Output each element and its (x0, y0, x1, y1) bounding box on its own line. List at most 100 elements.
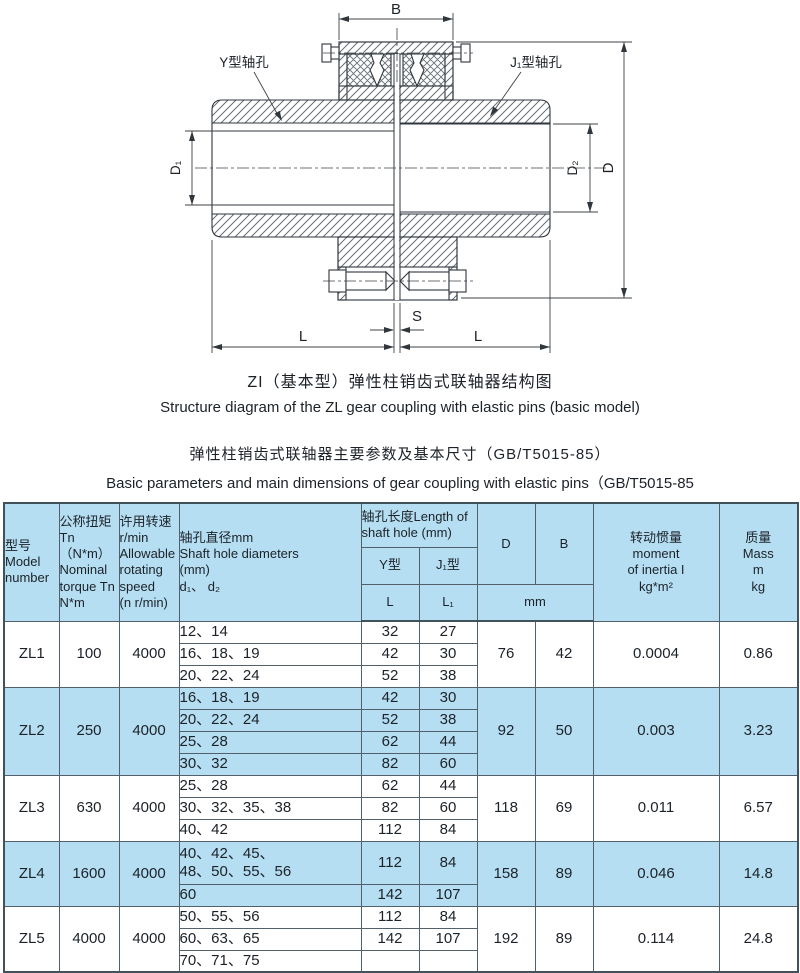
l1-cell: 84 (418, 905, 478, 929)
header-j-type: J₁型 (418, 546, 478, 585)
dim-label-d: D (600, 162, 617, 173)
header-l: L (360, 583, 420, 622)
table-header: 型号 Model number 公称扭矩 Tn（N*m） Nominal tor… (3, 502, 799, 622)
dim-label-s: S (412, 308, 422, 325)
header-y-type: Y型 (360, 546, 420, 585)
b-cell: 69 (534, 774, 594, 842)
l1-cell: 38 (418, 664, 478, 688)
mass-cell: 24.8 (718, 905, 799, 973)
table-body: ZL1 100 4000 12、14 32 27 76 42 0.0004 0.86 16、18、1… (3, 620, 799, 973)
header-b: B (534, 502, 594, 585)
header-speed: 许用转速 r/min Allowable rotating speed (n r… (118, 502, 180, 622)
l-cell: 52 (360, 664, 420, 688)
inertia-cell: 0.114 (592, 905, 720, 973)
d-cell: 118 (476, 774, 536, 842)
speed-cell: 4000 (118, 686, 180, 776)
l1-cell: 107 (418, 883, 478, 907)
model-cell: ZL5 (3, 905, 60, 973)
diameters-cell: 60 (178, 883, 362, 907)
l-cell: 82 (360, 796, 420, 820)
dimension-D2 (553, 123, 598, 213)
torque-cell: 250 (58, 686, 120, 776)
l-cell: 112 (360, 818, 420, 842)
table-title-en: Basic parameters and main dimensions of … (106, 475, 694, 492)
l1-cell (418, 949, 478, 973)
l1-cell: 60 (418, 796, 478, 820)
diameters-cell: 50、55、56 (178, 905, 362, 929)
dim-label-d1: D₁ (168, 160, 183, 175)
table-row: 16、18、19 42 30 (4, 642, 798, 666)
l-cell: 112 (360, 905, 420, 929)
mass-cell: 0.86 (718, 620, 799, 688)
table-row: 25、28 62 44 (4, 730, 798, 754)
table-title-cn: 弹性柱销齿式联轴器主要参数及基本尺寸（GB/T5015-85） (189, 446, 611, 463)
table-row: 20、22、24 52 38 (4, 708, 798, 732)
inertia-cell: 0.046 (592, 840, 720, 907)
dimension-D1 (185, 130, 215, 206)
b-cell: 42 (534, 620, 594, 688)
inertia-cell: 0.003 (592, 686, 720, 776)
table-row: ZL1 100 4000 12、14 32 27 76 42 0.0004 0.86 (3, 620, 799, 688)
elastic-pin-left (369, 53, 385, 88)
speed-cell: 4000 (118, 620, 180, 688)
coupling-flange-section (211, 99, 551, 238)
diameters-cell: 16、18、19 (178, 642, 362, 666)
dim-label-l-left: L (299, 328, 307, 345)
leader-j-hole (490, 71, 522, 117)
centerlines (195, 28, 608, 282)
inertia-cell: 0.011 (592, 774, 720, 842)
diameters-cell: 30、32、35、38 (178, 796, 362, 820)
mass-cell: 14.8 (718, 840, 799, 907)
diameters-cell: 70、71、75 (178, 949, 362, 973)
table-row: ZL4 1600 4000 40、42、45、 48、50、55、56 112 84 158… (3, 840, 799, 907)
model-cell: ZL2 (3, 686, 60, 776)
dimension-D (456, 41, 632, 299)
elastic-pin-right (409, 53, 425, 88)
diameters-cell: 16、18、19 (178, 686, 362, 710)
table-row: 30、32、35、38 82 60 (4, 796, 798, 820)
l-cell: 42 (360, 686, 420, 710)
l-cell: 52 (360, 708, 420, 732)
table-row: ZL3 630 4000 25、28 62 44 118 69 0.011 6.57 (3, 774, 799, 842)
table-row: 60、63、65 142 107 (4, 927, 798, 951)
diagram-caption-en: Structure diagram of the ZL gear couplin… (160, 399, 640, 416)
model-cell: ZL4 (3, 840, 60, 907)
parameters-table: 型号 Model number 公称扭矩 Tn（N*m） Nominal tor… (3, 502, 799, 973)
d-cell: 92 (476, 686, 536, 776)
header-length-group: 轴孔长度Length of shaft hole (mm) (360, 502, 478, 548)
shaft-bore-lines (212, 123, 550, 213)
diameters-cell: 30、32 (178, 752, 362, 776)
d-cell: 192 (476, 905, 536, 973)
l-cell: 142 (360, 883, 420, 907)
header-mm: mm (476, 583, 594, 622)
l1-cell: 107 (418, 927, 478, 951)
dimension-S (370, 327, 424, 333)
l1-cell: 30 (418, 642, 478, 666)
dimension-L-left (211, 240, 395, 353)
l1-cell: 30 (418, 686, 478, 710)
diameters-cell: 25、28 (178, 730, 362, 754)
d-cell: 76 (476, 620, 536, 688)
l1-cell: 60 (418, 752, 478, 776)
diagram-caption-cn: ZI（基本型）弹性柱销齿式联轴器结构图 (247, 374, 553, 391)
torque-cell: 4000 (58, 905, 120, 973)
table-row: ZL2 250 4000 16、18、19 42 30 92 50 0.003 3.23 (3, 686, 799, 776)
model-cell: ZL3 (3, 774, 60, 842)
header-l1: L₁ (418, 583, 478, 622)
mass-cell: 6.57 (718, 774, 799, 842)
leader-y-hole (253, 71, 282, 121)
model-cell: ZL1 (3, 620, 60, 688)
l1-cell: 44 (418, 774, 478, 798)
header-d: D (476, 502, 536, 585)
header-diameters: 轴孔直径mm Shaft hole diameters (mm) d₁、 d₂ (178, 502, 362, 622)
header-torque: 公称扭矩 Tn（N*m） Nominal torque Tn N*m (58, 502, 120, 622)
hub-gap (393, 54, 401, 300)
outer-sleeve-top (321, 41, 471, 101)
torque-cell: 630 (58, 774, 120, 842)
header-inertia: 转动惯量 moment of inertia I kg*m² (592, 502, 720, 622)
l1-cell: 38 (418, 708, 478, 732)
table-row: 40、42 112 84 (4, 818, 798, 842)
table-row: 20、22、24 52 38 (4, 664, 798, 688)
mass-cell: 3.23 (718, 686, 799, 776)
